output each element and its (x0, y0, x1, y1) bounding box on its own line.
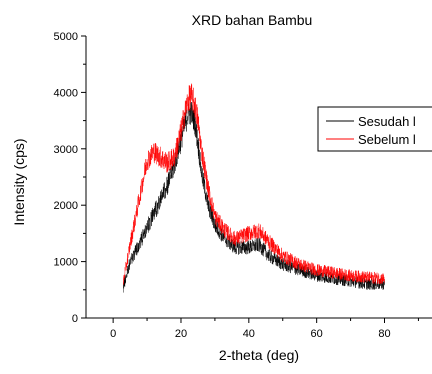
y-tick-label: 5000 (54, 31, 78, 43)
y-tick-label: 0 (72, 313, 78, 325)
y-tick-label: 1000 (54, 257, 78, 269)
x-tick-label: 60 (311, 328, 323, 340)
legend-label-0: Sesudah l (358, 114, 416, 129)
chart-title: XRD bahan Bambu (192, 12, 313, 28)
legend: Sesudah l Sebelum l (317, 106, 432, 152)
series-line-1 (123, 83, 385, 285)
x-tick-label: 40 (243, 328, 255, 340)
y-tick-label: 4000 (54, 87, 78, 99)
legend-label-1: Sebelum l (358, 132, 416, 147)
plot-area (123, 83, 385, 293)
x-axis-label: 2-theta (deg) (219, 347, 299, 363)
axes: 0 1000 2000 3000 4000 5000 0 20 40 60 80 (54, 31, 432, 340)
x-tick-label: 0 (110, 328, 116, 340)
y-axis-label: Intensity (cps) (11, 138, 27, 225)
legend-box (317, 106, 432, 152)
x-tick-label: 20 (175, 328, 187, 340)
y-tick-label: 2000 (54, 200, 78, 212)
y-tick-label: 3000 (54, 144, 78, 156)
x-tick-label: 80 (378, 328, 390, 340)
